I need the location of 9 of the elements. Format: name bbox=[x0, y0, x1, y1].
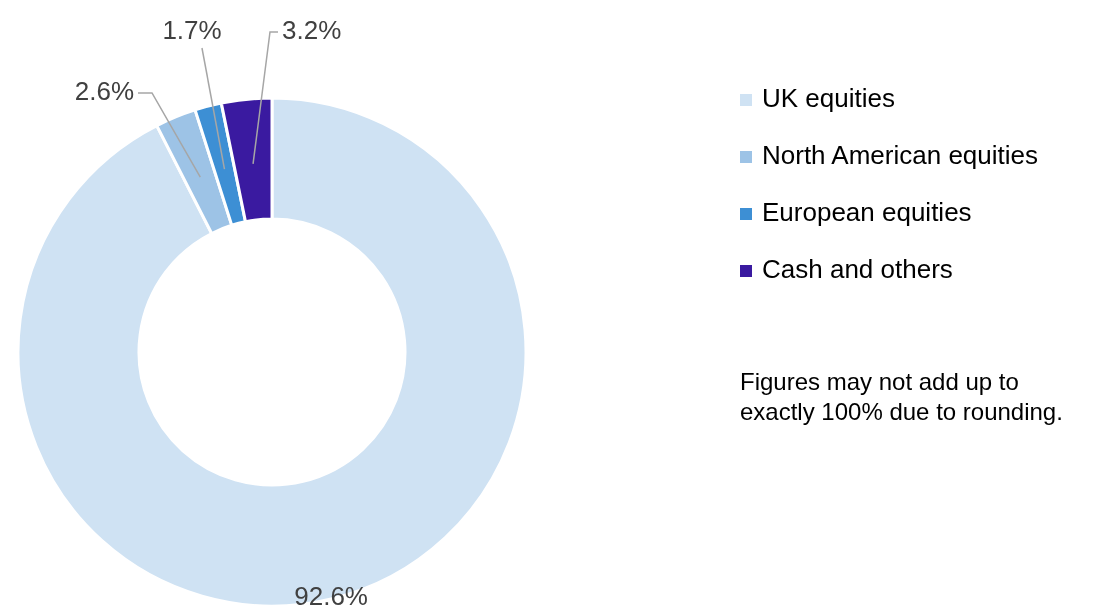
legend-label: UK equities bbox=[762, 82, 895, 113]
data-label: 92.6% bbox=[294, 581, 368, 612]
legend-label: Cash and others bbox=[762, 253, 953, 284]
data-label: 1.7% bbox=[162, 14, 222, 45]
text: Figures may not add up to exactly 100% due to rounding. bbox=[740, 368, 1063, 425]
data-label: 3.2% bbox=[282, 14, 342, 45]
legend-label: European equities bbox=[762, 196, 972, 227]
legend-label: North American equities bbox=[762, 139, 1039, 170]
data-label: 2.6% bbox=[74, 75, 134, 106]
